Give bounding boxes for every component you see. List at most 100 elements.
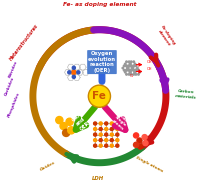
Circle shape (94, 133, 97, 136)
Circle shape (143, 141, 148, 146)
Circle shape (134, 142, 139, 147)
Text: Fe: Fe (92, 91, 106, 101)
Circle shape (134, 71, 135, 73)
Circle shape (139, 71, 141, 73)
Circle shape (105, 139, 108, 142)
Text: Oxides: Oxides (40, 160, 57, 172)
Circle shape (126, 70, 127, 71)
Circle shape (110, 144, 113, 147)
Circle shape (124, 71, 126, 73)
Circle shape (105, 144, 108, 147)
Circle shape (99, 139, 102, 142)
Circle shape (128, 61, 130, 63)
Circle shape (128, 65, 130, 67)
Circle shape (130, 71, 131, 73)
Circle shape (116, 122, 119, 125)
Circle shape (116, 128, 119, 131)
Circle shape (132, 67, 133, 69)
Circle shape (134, 71, 136, 73)
Circle shape (128, 65, 130, 67)
Circle shape (131, 67, 133, 69)
Circle shape (124, 63, 126, 65)
Circle shape (77, 71, 80, 74)
Circle shape (110, 122, 113, 125)
Text: Carbides: Carbides (4, 76, 16, 96)
Circle shape (94, 128, 97, 131)
Circle shape (126, 69, 127, 71)
Circle shape (72, 70, 76, 74)
Text: Oxygen
evolution
reaction
(OER): Oxygen evolution reaction (OER) (88, 51, 116, 73)
Circle shape (68, 127, 75, 134)
Circle shape (135, 69, 137, 71)
Text: Carbon
materials: Carbon materials (175, 89, 198, 100)
Circle shape (131, 65, 132, 67)
Circle shape (137, 67, 138, 69)
Circle shape (130, 74, 132, 75)
Text: Oxides
Single
atoms: Oxides Single atoms (110, 112, 131, 132)
Text: OH: OH (147, 60, 153, 64)
Circle shape (72, 66, 75, 69)
Circle shape (128, 70, 130, 71)
Circle shape (133, 65, 134, 67)
Circle shape (130, 65, 132, 67)
Circle shape (133, 65, 135, 67)
Circle shape (135, 74, 137, 75)
Circle shape (123, 65, 125, 67)
Circle shape (126, 74, 127, 75)
Circle shape (138, 144, 143, 149)
Circle shape (99, 133, 102, 136)
Circle shape (128, 74, 130, 75)
Circle shape (110, 128, 113, 131)
Circle shape (66, 118, 73, 125)
Circle shape (60, 122, 67, 130)
Circle shape (126, 65, 127, 67)
Circle shape (99, 144, 102, 147)
Circle shape (137, 138, 142, 143)
Circle shape (68, 71, 71, 74)
Circle shape (133, 61, 135, 63)
Circle shape (94, 122, 97, 125)
Circle shape (88, 85, 110, 107)
Circle shape (123, 70, 125, 71)
Circle shape (99, 128, 102, 131)
Circle shape (130, 61, 132, 63)
Text: OH: OH (147, 67, 153, 71)
Circle shape (133, 70, 134, 71)
Circle shape (130, 69, 132, 71)
Circle shape (116, 139, 119, 142)
Text: Single atoms: Single atoms (135, 156, 163, 173)
Circle shape (142, 135, 147, 140)
Circle shape (72, 75, 75, 78)
Circle shape (138, 74, 139, 75)
Circle shape (138, 69, 139, 71)
Circle shape (116, 133, 119, 136)
Circle shape (131, 70, 132, 71)
Circle shape (105, 128, 108, 131)
Circle shape (127, 67, 129, 69)
Circle shape (127, 67, 128, 69)
Circle shape (110, 139, 113, 142)
Circle shape (128, 69, 130, 71)
Circle shape (129, 63, 131, 65)
Text: Heterostructures: Heterostructures (9, 23, 40, 62)
Circle shape (116, 144, 119, 147)
Text: Nitrides: Nitrides (8, 60, 19, 78)
Circle shape (105, 122, 108, 125)
Circle shape (99, 122, 102, 125)
Circle shape (133, 69, 135, 71)
Circle shape (134, 63, 136, 65)
Circle shape (130, 63, 131, 65)
Circle shape (126, 61, 127, 63)
Text: ORR
and
OER: ORR and OER (71, 112, 91, 132)
Circle shape (94, 139, 97, 142)
Text: O₂: O₂ (130, 74, 134, 78)
Circle shape (126, 65, 127, 67)
Circle shape (94, 144, 97, 147)
Circle shape (110, 133, 113, 136)
Circle shape (122, 67, 124, 69)
Text: Fe-doping
element: Fe-doping element (156, 25, 176, 49)
Text: Fe- as doping element: Fe- as doping element (63, 2, 136, 7)
Circle shape (135, 65, 137, 67)
Circle shape (105, 133, 108, 136)
Text: Phosphides: Phosphides (7, 91, 21, 118)
